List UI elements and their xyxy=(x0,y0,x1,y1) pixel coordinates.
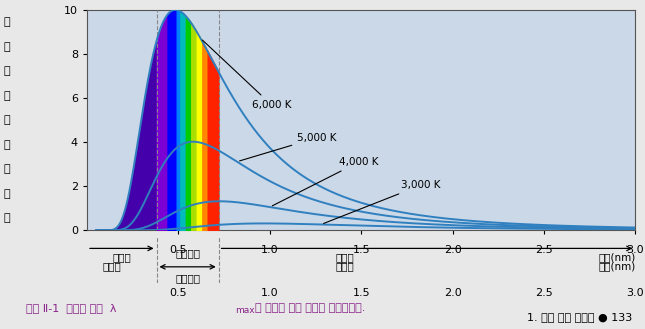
Text: 1.0: 1.0 xyxy=(261,288,279,297)
Text: 자외선: 자외선 xyxy=(103,262,121,271)
Text: 에: 에 xyxy=(3,66,10,76)
Text: 2.0: 2.0 xyxy=(444,245,461,255)
Text: max: max xyxy=(235,306,255,316)
Text: 1.0: 1.0 xyxy=(261,245,279,255)
Text: 6,000 K: 6,000 K xyxy=(203,40,291,110)
Text: 1. 별과 외계 행성계 ● 133: 1. 별과 외계 행성계 ● 133 xyxy=(527,313,632,322)
Text: 대: 대 xyxy=(3,164,10,174)
Text: 파장(nm): 파장(nm) xyxy=(598,262,635,271)
Text: 3,000 K: 3,000 K xyxy=(324,180,441,223)
Text: 2.5: 2.5 xyxy=(535,245,553,255)
Text: 2.5: 2.5 xyxy=(535,288,553,297)
Text: 기: 기 xyxy=(3,213,10,223)
Text: 3.0: 3.0 xyxy=(626,245,644,255)
Text: 상: 상 xyxy=(3,139,10,150)
Text: 세: 세 xyxy=(3,189,10,199)
Text: 1.5: 1.5 xyxy=(352,245,370,255)
Text: 자외선: 자외선 xyxy=(112,253,131,263)
Text: 적외선: 적외선 xyxy=(335,253,354,263)
Text: 가시광선: 가시광선 xyxy=(175,248,200,258)
Text: 2.0: 2.0 xyxy=(444,288,461,297)
Text: 파장(nm): 파장(nm) xyxy=(598,253,635,263)
Text: 4,000 K: 4,000 K xyxy=(272,157,379,206)
Text: 3.0: 3.0 xyxy=(626,288,644,297)
Text: 0.5: 0.5 xyxy=(170,288,187,297)
Text: 지: 지 xyxy=(3,115,10,125)
Text: 너: 너 xyxy=(3,90,10,101)
Text: 복: 복 xyxy=(3,17,10,27)
Text: 적외선: 적외선 xyxy=(335,262,354,271)
Text: 0.5: 0.5 xyxy=(170,245,187,255)
Text: 는 흑체의 표면 온도에 반비례한다.: 는 흑체의 표면 온도에 반비례한다. xyxy=(255,303,365,313)
Text: 그림 Ⅱ-1  플랑크 곡선  λ: 그림 Ⅱ-1 플랑크 곡선 λ xyxy=(26,303,116,313)
Text: 5,000 K: 5,000 K xyxy=(239,133,337,161)
Text: 1.5: 1.5 xyxy=(352,288,370,297)
Text: 사: 사 xyxy=(3,41,10,52)
Text: 가시광선: 가시광선 xyxy=(175,273,200,283)
